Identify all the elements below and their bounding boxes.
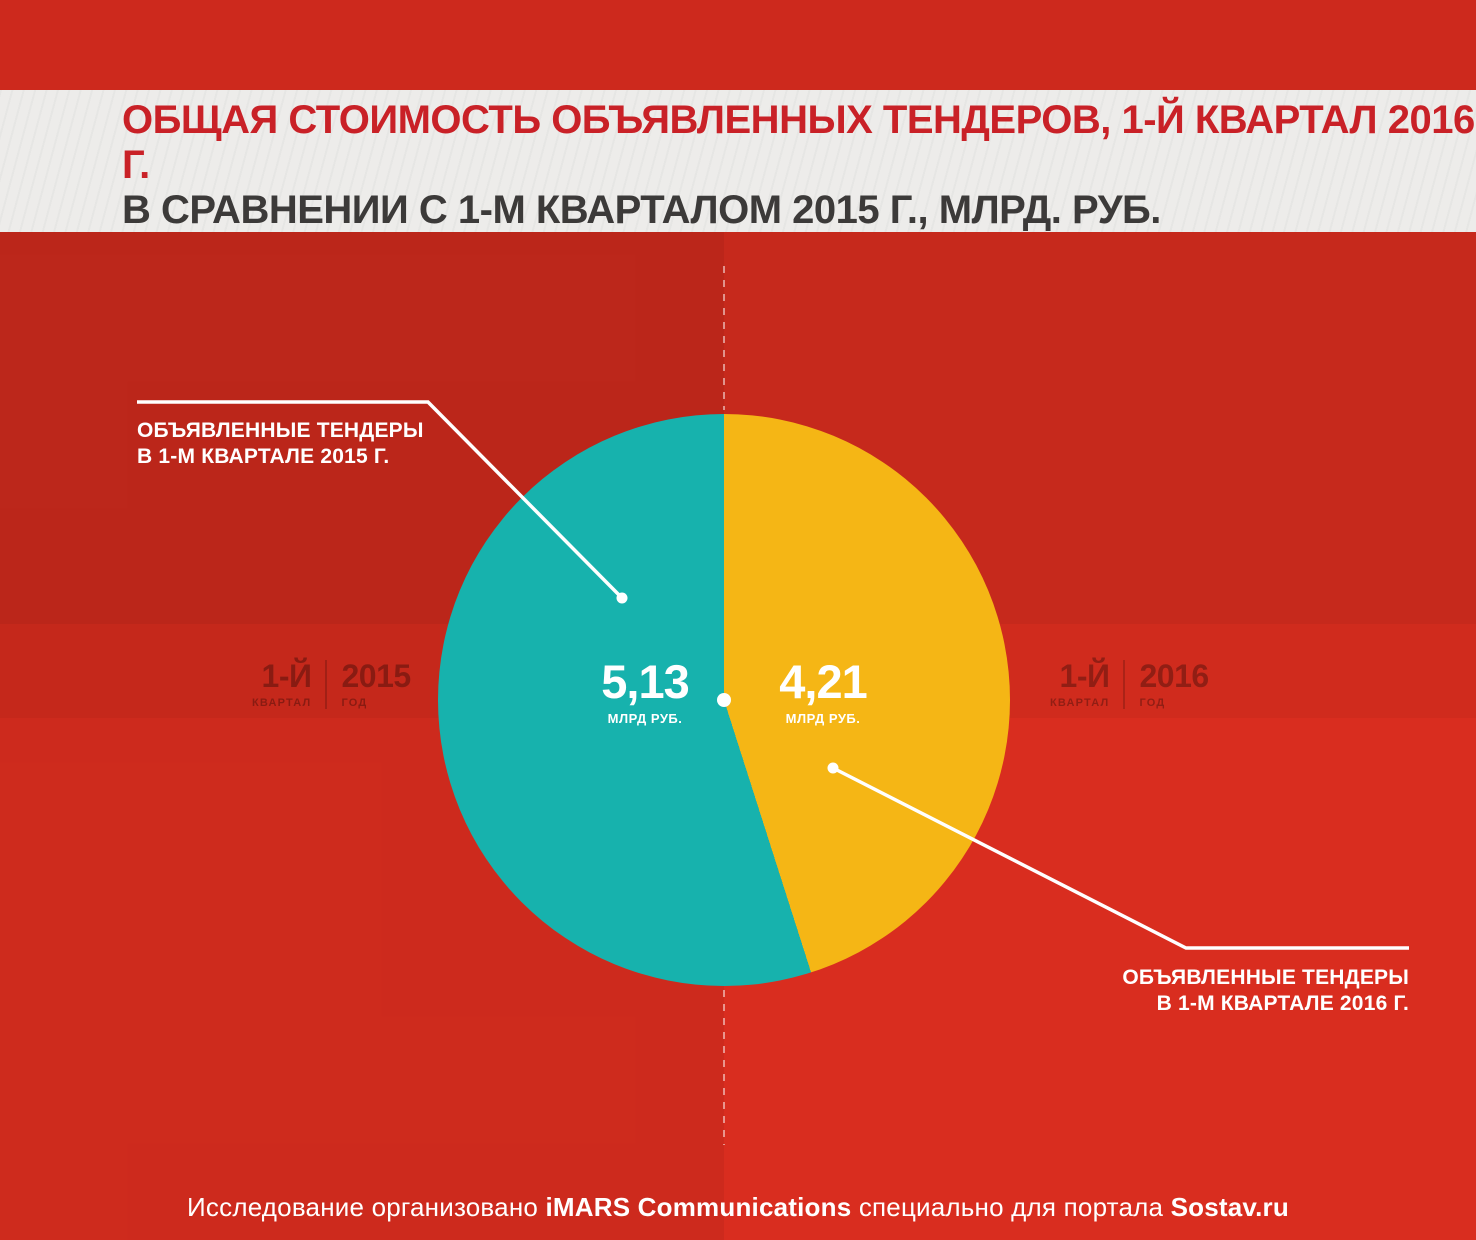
callout-line-2015 (137, 400, 624, 600)
pie-center-dot (717, 693, 731, 707)
period-2015-quarter: 1-Й (261, 658, 312, 694)
callout-line-2016 (832, 766, 1409, 950)
value-2015-number: 5,13 (601, 655, 689, 708)
value-2015-unit: МЛРД РУБ. (607, 711, 683, 726)
page-title: ОБЩАЯ СТОИМОСТЬ ОБЪЯВЛЕННЫХ ТЕНДЕРОВ, 1-… (122, 98, 1476, 234)
footer-brand-sostav: Sostav.ru (1170, 1192, 1289, 1222)
value-2015: 5,13 МЛРД РУБ. (555, 658, 735, 726)
title-line2: В СРАВНЕНИИ С 1-М КВАРТАЛОМ 2015 Г., МЛР… (122, 188, 1161, 233)
period-label-2015: 1-Й КВАРТАЛ 2015 ГОД (252, 660, 411, 709)
period-2016-year: 2016 (1139, 658, 1209, 694)
period-2015-year: 2015 (341, 658, 411, 694)
footer-brand-imars: iMARS Communications (545, 1192, 852, 1222)
period-2016-quarter: 1-Й (1059, 658, 1110, 694)
callout-dot-2016 (827, 762, 839, 774)
footer-text-1: Исследование организовано (187, 1192, 546, 1222)
callout-2015-line2: В 1-М КВАРТАЛЕ 2015 Г. (137, 444, 390, 468)
header-band: ОБЩАЯ СТОИМОСТЬ ОБЪЯВЛЕННЫХ ТЕНДЕРОВ, 1-… (0, 90, 1476, 232)
period-label-2016: 1-Й КВАРТАЛ 2016 ГОД (1050, 660, 1209, 709)
period-2015-divider (325, 660, 328, 709)
top-strip (0, 0, 1476, 90)
footer-credit: Исследование организовано iMARS Communic… (0, 1192, 1476, 1223)
callout-2016-line2: В 1-М КВАРТАЛЕ 2016 Г. (1156, 991, 1409, 1015)
callout-dot-2015 (616, 592, 628, 604)
period-2016-year-caption: ГОД (1139, 697, 1166, 709)
value-2016-number: 4,21 (779, 655, 867, 708)
callout-2016-line1: ОБЪЯВЛЕННЫЕ ТЕНДЕРЫ (1122, 966, 1409, 989)
period-2015-year-caption: ГОД (341, 697, 368, 709)
footer-text-2: специально для портала (851, 1192, 1171, 1222)
callout-label-2016: ОБЪЯВЛЕННЫЕ ТЕНДЕРЫ В 1-М КВАРТАЛЕ 2016 … (1122, 965, 1409, 1016)
value-2016: 4,21 МЛРД РУБ. (733, 658, 913, 726)
value-2016-unit: МЛРД РУБ. (785, 711, 861, 726)
callout-2015-line1: ОБЪЯВЛЕННЫЕ ТЕНДЕРЫ (137, 419, 424, 442)
period-2016-quarter-caption: КВАРТАЛ (1050, 697, 1110, 709)
callout-label-2015: ОБЪЯВЛЕННЫЕ ТЕНДЕРЫ В 1-М КВАРТАЛЕ 2015 … (137, 418, 424, 469)
period-2016-divider (1123, 660, 1126, 709)
period-2015-quarter-caption: КВАРТАЛ (252, 697, 312, 709)
title-line1: ОБЩАЯ СТОИМОСТЬ ОБЪЯВЛЕННЫХ ТЕНДЕРОВ, 1-… (122, 98, 1475, 188)
